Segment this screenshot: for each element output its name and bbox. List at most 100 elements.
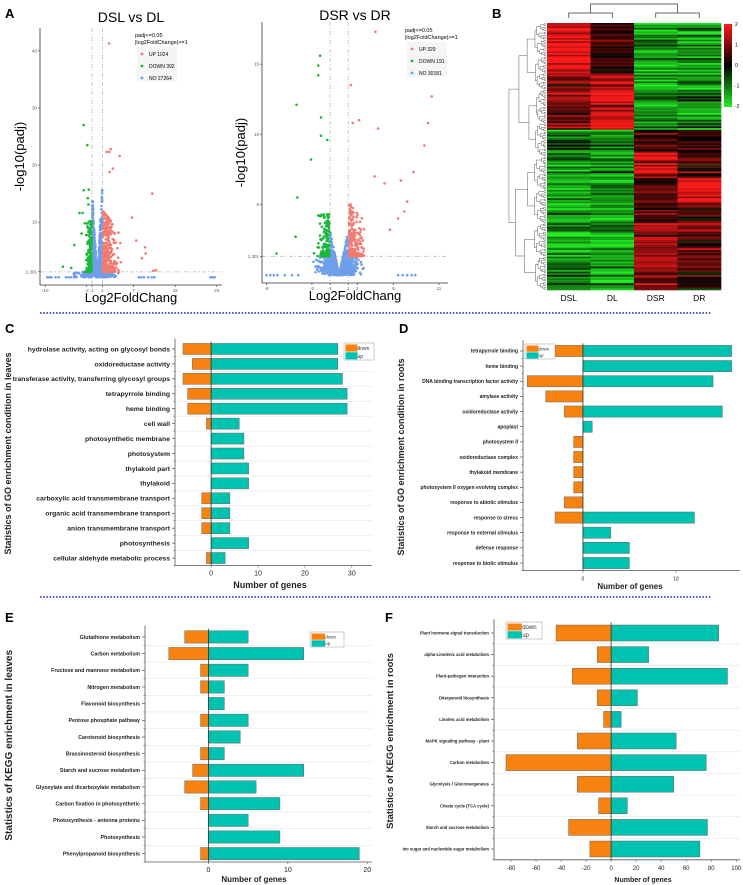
row-dendrogram-branch xyxy=(537,43,542,52)
heatmap-cell xyxy=(677,129,722,132)
up-gene-point xyxy=(105,150,108,154)
down-bar xyxy=(182,373,212,385)
heatmap-cell xyxy=(677,41,722,44)
up-bar xyxy=(210,402,348,415)
up-gene-point xyxy=(106,243,110,247)
no-gene-point xyxy=(312,260,315,264)
row-dendrogram-branch xyxy=(544,70,546,73)
heatmap-cell xyxy=(590,131,635,134)
heatmap-cell xyxy=(590,261,635,264)
heatmap-cell xyxy=(634,126,678,129)
heatmap-cell xyxy=(547,229,591,232)
heatmap-cell xyxy=(677,34,722,37)
up-gene-point xyxy=(357,252,361,255)
kegg-leaves: Glutathione metabolism Carbon metabolism F… xyxy=(4,625,372,884)
heatmap-cell xyxy=(677,201,722,204)
heatmap-cell xyxy=(634,198,678,201)
legend-label-up: up xyxy=(522,633,529,639)
heatmap-cell xyxy=(590,234,635,237)
down-gene-point xyxy=(89,220,92,223)
up-gene-point xyxy=(348,243,351,246)
row-dendrogram-branch xyxy=(543,82,546,85)
category-label: oxidoreductase activity xyxy=(94,361,170,368)
up-gene-point xyxy=(351,210,354,214)
up-gene-point xyxy=(350,240,354,243)
heatmap-cell xyxy=(590,69,635,72)
up-bar xyxy=(582,420,593,433)
up-gene-point xyxy=(360,246,364,250)
up-gene-point xyxy=(106,232,109,235)
row-dendrogram-branch xyxy=(544,165,546,168)
heatmap-cell xyxy=(677,98,722,101)
heatmap-cell xyxy=(634,274,678,277)
heatmap-cell xyxy=(547,78,591,81)
heatmap-cell xyxy=(547,166,591,169)
heatmap-cell xyxy=(590,84,635,87)
heatmap-cell xyxy=(547,56,591,59)
down-gene-point xyxy=(322,235,326,238)
heatmap-cell xyxy=(634,254,678,257)
heatmap-cell xyxy=(634,91,678,94)
no-gene-point xyxy=(89,275,93,279)
chart-title: DSR vs DR xyxy=(319,7,391,23)
heatmap-cell xyxy=(677,93,722,96)
up-gene-point xyxy=(347,221,351,225)
down-bar xyxy=(184,780,209,794)
colorbar-tick-label: -1 xyxy=(735,84,740,90)
category-label: defense response xyxy=(475,546,518,552)
no-gene-point xyxy=(92,271,96,275)
down-gene-point xyxy=(87,230,90,234)
down-gene-point xyxy=(327,243,330,247)
up-gene-point xyxy=(352,252,356,255)
x-tick-label: 20 xyxy=(633,866,640,872)
row-dendrogram-branch xyxy=(539,49,544,54)
heatmap-cell xyxy=(634,143,678,146)
heatmap-cell xyxy=(590,176,635,179)
up-gene-point xyxy=(101,263,105,267)
heatmap-cell xyxy=(634,256,678,259)
heatmap-cell xyxy=(547,41,591,44)
legend-swatch-down xyxy=(311,633,326,640)
up-gene-point xyxy=(109,255,113,259)
heatmap-cell xyxy=(590,246,635,249)
heatmap-cell xyxy=(590,158,635,161)
heatmap-cell xyxy=(677,281,722,284)
up-gene-point xyxy=(403,210,406,213)
no-gene-point xyxy=(150,276,154,279)
heatmap-cell xyxy=(547,221,591,224)
up-gene-point xyxy=(423,144,426,147)
down-bar xyxy=(201,522,212,534)
heatmap-cell xyxy=(547,253,591,256)
heatmap-cell xyxy=(547,211,591,214)
up-bar xyxy=(210,462,249,475)
heatmap-cell xyxy=(677,174,722,177)
down-gene-point xyxy=(86,242,89,246)
heatmap-cell xyxy=(547,86,591,89)
heatmap-cell xyxy=(547,74,591,77)
heatmap-cell xyxy=(590,23,635,25)
no-gene-point xyxy=(211,276,214,279)
y-tick-label: 20 xyxy=(32,163,38,168)
heatmap-cell xyxy=(547,63,591,66)
heatmap-cell xyxy=(590,166,635,169)
row-dendrogram-branch xyxy=(537,126,541,136)
row-dendrogram-branch xyxy=(538,191,545,196)
heatmap-cell xyxy=(590,219,635,222)
heatmap-cell xyxy=(677,191,722,194)
up-gene-point xyxy=(154,268,158,272)
no-gene-point xyxy=(213,276,216,279)
row-dendrogram-branch xyxy=(543,73,546,76)
heatmap-cell xyxy=(547,68,591,71)
heatmap-cell xyxy=(634,246,678,249)
heatmap-cell xyxy=(634,149,678,152)
down-bar xyxy=(200,847,209,861)
heatmap-cell xyxy=(590,29,635,32)
heatmap-cell xyxy=(677,138,722,141)
heatmap-cell xyxy=(547,118,591,121)
heatmap-cell xyxy=(677,221,722,224)
heatmap-cell xyxy=(547,184,591,187)
no-gene-point xyxy=(343,247,347,251)
heatmap-cell xyxy=(590,86,635,89)
heatmap-cell xyxy=(590,286,635,289)
heatmap-cell xyxy=(634,53,678,56)
